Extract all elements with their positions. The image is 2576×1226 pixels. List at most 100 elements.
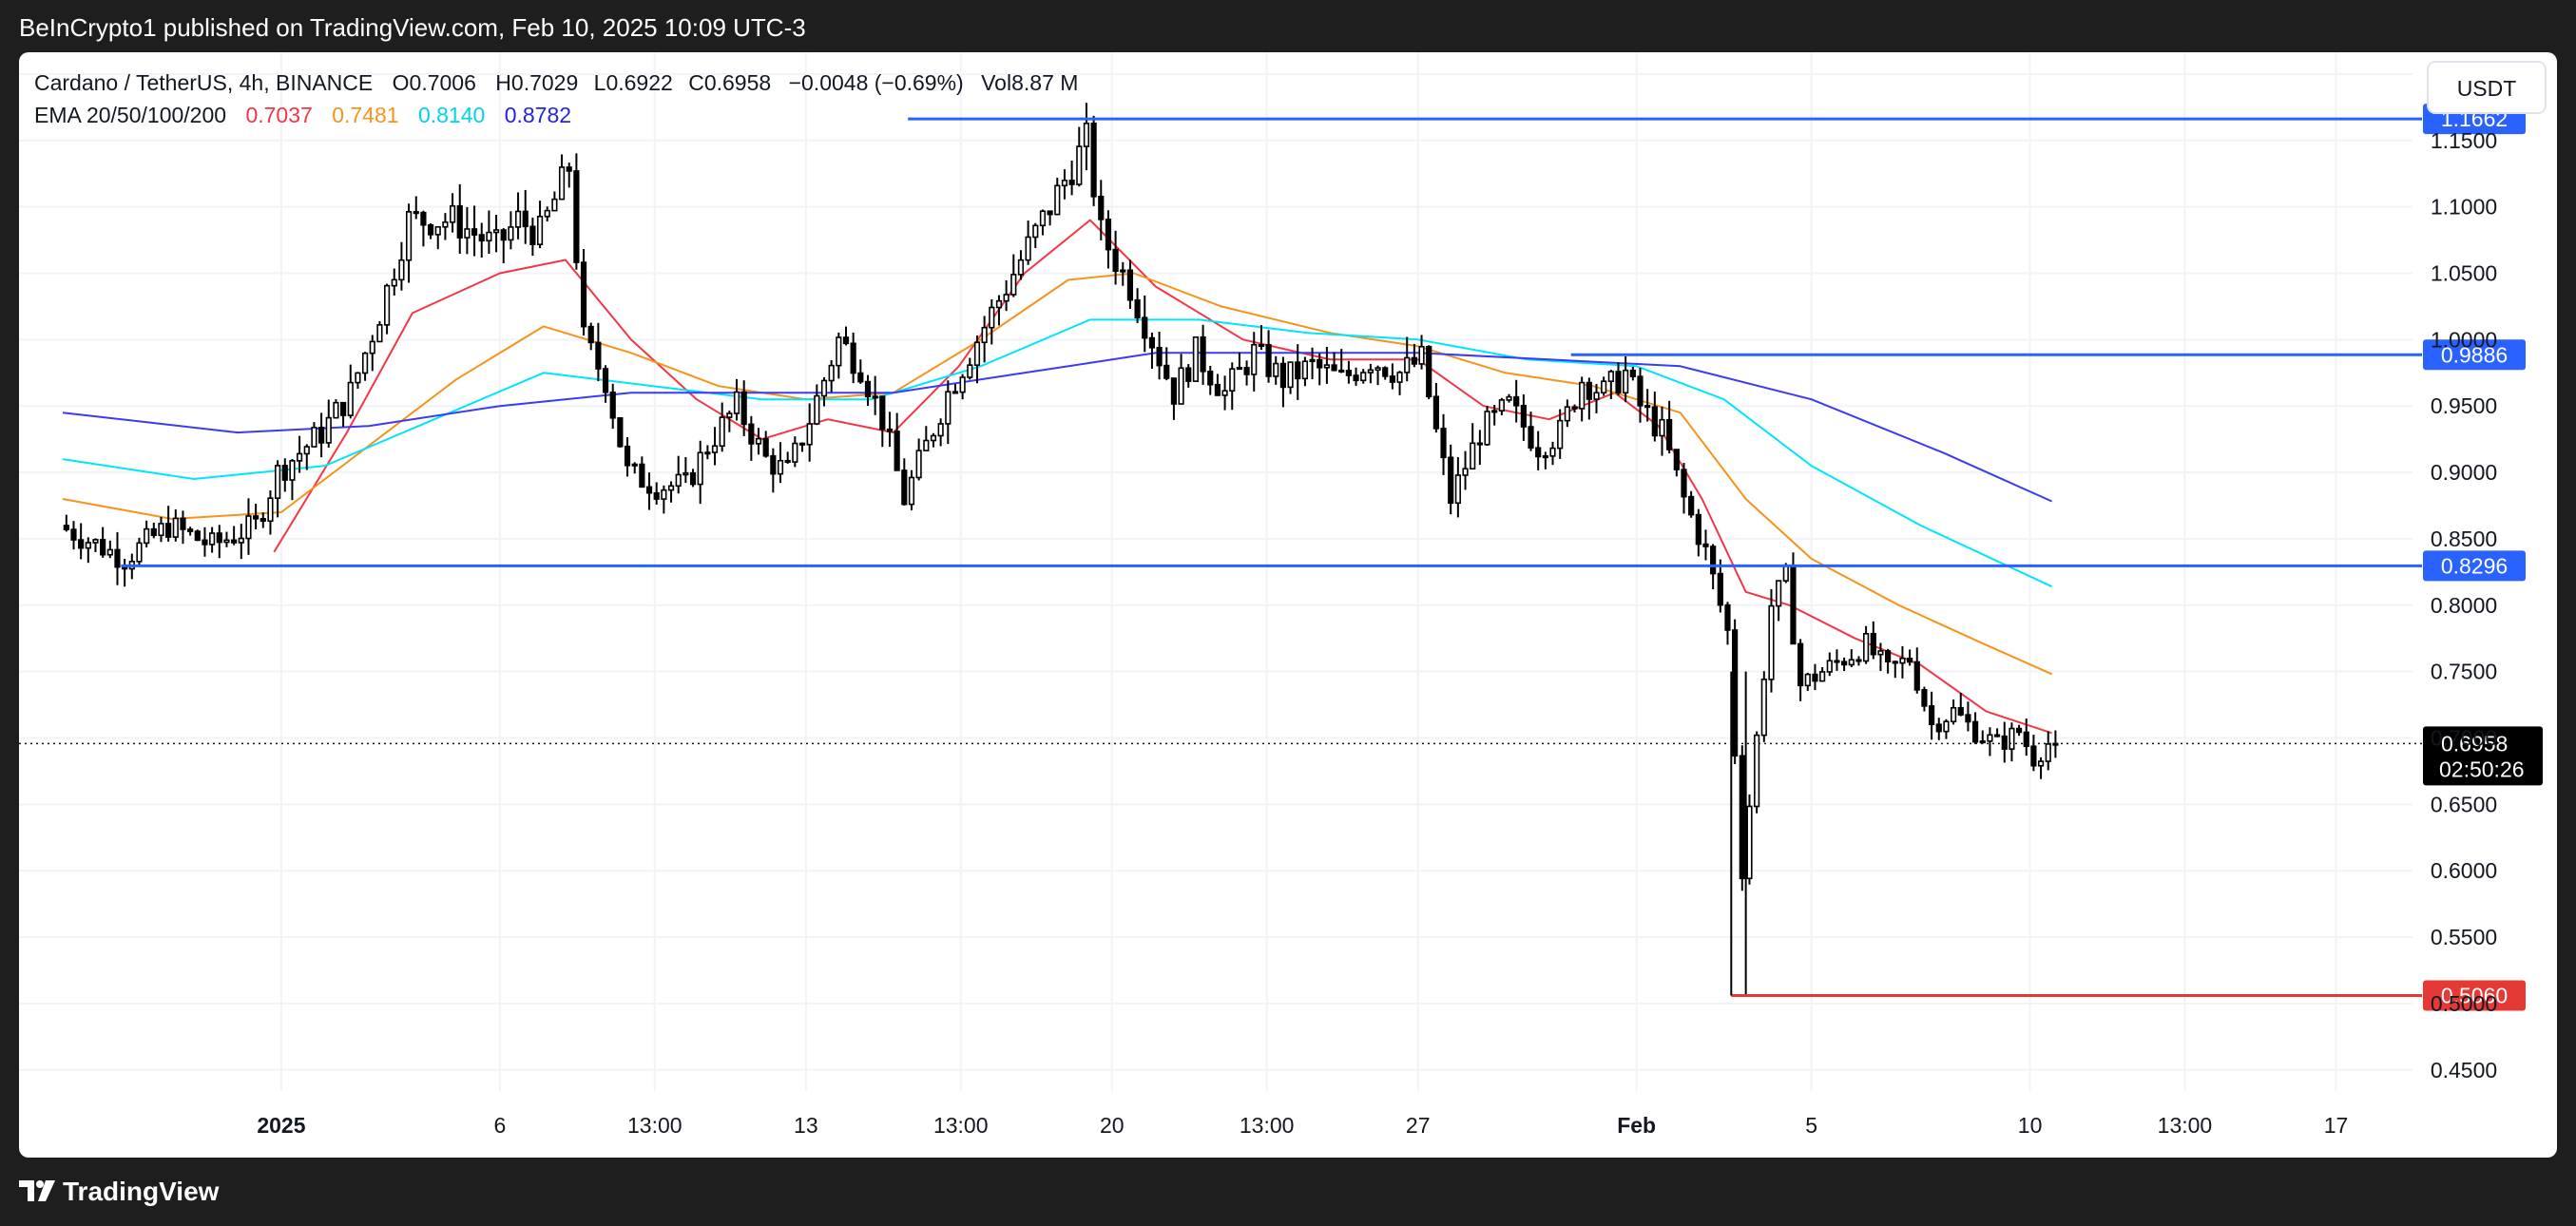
candle-body <box>1003 294 1009 302</box>
y-tick-label: 0.5000 <box>2431 991 2497 1016</box>
candle <box>689 469 697 488</box>
candle-body <box>1229 368 1236 392</box>
candle-body <box>2037 760 2045 767</box>
candle <box>1017 250 1025 280</box>
candle-body <box>1156 346 1163 367</box>
chart-panel[interactable]: 1.1662 0.9886 0.8296 0.5060 0.6958 02:50:26 1… <box>19 52 2557 1158</box>
legend-low: 0.6922 <box>606 70 672 95</box>
candle-body <box>1353 374 1359 382</box>
candle <box>937 418 944 447</box>
candle-body <box>1782 565 1789 582</box>
candle-body <box>1258 343 1265 348</box>
candle-body <box>1178 367 1184 405</box>
candle <box>544 206 550 221</box>
candle-body <box>1564 406 1570 422</box>
candle-body <box>1382 367 1389 377</box>
candle-body <box>1768 604 1775 680</box>
candle <box>1593 384 1600 413</box>
candle-body <box>100 539 106 556</box>
level-price-tag: 0.9886 <box>2423 339 2526 371</box>
candle <box>1732 619 1739 764</box>
candle <box>1885 648 1892 674</box>
candle <box>522 189 529 244</box>
candle <box>1666 400 1673 453</box>
candle-body <box>1295 361 1301 380</box>
candle-body <box>1921 689 1928 707</box>
candle <box>1557 409 1564 459</box>
candle-body <box>937 423 944 437</box>
candle-body <box>923 439 930 451</box>
candle <box>2023 718 2029 757</box>
legend-ema50: 0.7481 <box>332 103 398 127</box>
candle <box>908 469 915 510</box>
candle <box>1068 160 1075 196</box>
candle-body <box>609 391 616 419</box>
candle-body <box>1695 513 1701 546</box>
candle <box>1797 639 1804 701</box>
candle-body <box>2015 727 2023 734</box>
candle <box>1498 397 1505 415</box>
candle <box>253 504 260 530</box>
candle-body <box>1760 679 1767 737</box>
candle <box>339 401 347 428</box>
candle-body <box>245 515 252 540</box>
currency-button[interactable]: USDT <box>2427 61 2547 114</box>
candle <box>617 416 624 449</box>
candle-body <box>1367 369 1374 374</box>
candle-body <box>1637 375 1644 407</box>
candle <box>449 193 456 233</box>
candle-body <box>1841 661 1848 666</box>
y-tick-label: 0.8000 <box>2431 593 2497 618</box>
candle <box>1776 580 1782 622</box>
candle <box>361 352 369 381</box>
candle-body <box>1083 123 1090 147</box>
candle-body <box>1375 367 1381 372</box>
y-tick-label: 1.0500 <box>2431 260 2497 285</box>
x-tick-label: Feb <box>1617 1113 1656 1138</box>
candle <box>886 412 894 448</box>
candle-body <box>1965 714 1971 723</box>
candle-body <box>1338 369 1345 373</box>
candle <box>551 191 558 212</box>
candle-body <box>2001 735 2008 750</box>
x-tick-label: 20 <box>1100 1113 1125 1138</box>
candle <box>369 335 375 372</box>
candle-body <box>92 539 99 544</box>
currency-button-label[interactable]: USDT <box>2457 76 2517 101</box>
candle-body <box>194 530 201 542</box>
candle-body <box>311 427 317 448</box>
candle <box>989 298 995 345</box>
candle <box>1812 663 1818 691</box>
candle <box>587 322 594 351</box>
last-price-label: 0.6958 <box>2441 731 2508 756</box>
candle <box>1943 718 1950 739</box>
candle-body <box>1236 367 1243 371</box>
candle-body <box>879 395 886 431</box>
candle-body <box>1819 671 1826 682</box>
candle-body <box>653 491 660 500</box>
candle <box>1317 353 1323 386</box>
candle <box>901 458 908 506</box>
ema-layer <box>62 219 2053 735</box>
candle <box>1301 356 1308 387</box>
candle-body <box>449 204 456 223</box>
candle <box>1746 794 1753 885</box>
candle-body <box>566 166 572 172</box>
candle-body <box>297 452 303 462</box>
candle-body <box>1076 145 1083 185</box>
candle <box>1076 126 1083 187</box>
candle <box>602 365 609 403</box>
candle <box>1462 450 1469 490</box>
candle <box>165 506 172 542</box>
candle-body <box>1221 390 1228 396</box>
countdown-label: 02:50:26 <box>2439 757 2525 781</box>
candle <box>762 431 769 458</box>
candle <box>1870 621 1876 660</box>
candle-body <box>1068 180 1075 185</box>
candle <box>1841 657 1848 672</box>
candle <box>1448 444 1454 515</box>
candle-body <box>383 284 391 326</box>
candle <box>631 462 638 474</box>
publisher-bar: BeInCrypto1 published on TradingView.com… <box>0 0 2576 55</box>
